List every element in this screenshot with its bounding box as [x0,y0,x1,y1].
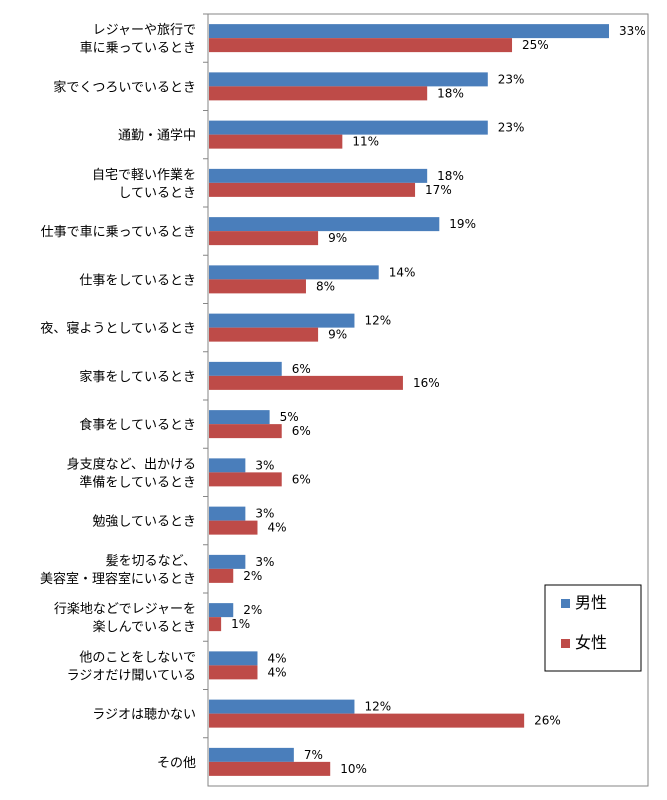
legend-swatch [561,599,570,608]
category-label: 準備をしているとき [79,474,196,490]
bar-male [209,554,246,569]
bar-male [209,24,609,39]
category-label: しているとき [118,186,196,201]
bars-layer [203,13,649,787]
data-label: 4% [267,521,286,535]
bar-female [209,617,222,632]
category-label: ラジオは聴かない [92,708,196,723]
bar-female [209,182,416,197]
data-label: 17% [425,183,452,197]
bar-female [209,279,306,294]
data-label: 16% [413,376,440,390]
bar-female [209,38,513,53]
category-label: 行楽地などでレジャーを [54,601,196,617]
category-label: 勉強しているとき [92,515,196,530]
bar-female [209,472,282,487]
bar-female [209,665,258,680]
category-label: 仕事で車に乗っているとき [41,225,196,240]
bar-male [209,361,282,376]
data-label: 26% [534,714,561,728]
bar-female [209,375,403,390]
bar-male [209,168,428,183]
bar-female [209,713,525,728]
bar-male [209,410,270,425]
data-label: 18% [437,86,464,100]
data-label: 10% [340,762,367,776]
data-label: 12% [364,314,391,328]
category-label: 仕事をしているとき [79,273,196,288]
data-label: 9% [328,231,347,245]
data-label: 33% [619,24,646,38]
category-label: レジャーや旅行で [93,23,196,38]
bar-male [209,265,379,280]
bar-female [209,327,319,342]
data-label: 11% [352,135,379,149]
category-label: 髪を切るなど、 [106,554,196,569]
data-label: 25% [522,38,549,52]
category-label: 食事をしているとき [79,417,196,433]
category-label: その他 [157,756,196,771]
category-label: 自宅で軽い作業を [92,167,196,183]
bar-male [209,120,488,135]
category-label: 車に乗っているとき [80,41,196,56]
bar-female [209,86,428,101]
data-label: 23% [498,121,525,135]
data-label: 6% [292,362,311,376]
bar-male [209,458,246,473]
category-label: 家事をしているとき [79,369,196,385]
category-label: 通勤・通学中 [118,128,196,144]
category-label: ラジオだけ聞いている [67,668,196,683]
bar-female [209,520,258,535]
legend-label: 女性 [575,633,607,652]
data-label: 8% [316,279,335,293]
bar-female [209,424,282,439]
data-label: 6% [292,424,311,438]
category-label: 他のことをしないで [79,650,196,665]
data-label: 4% [267,651,286,665]
category-label: 家でくつろいでいるとき [53,79,196,95]
bar-male [209,747,294,762]
data-label: 3% [255,555,274,569]
data-label: 4% [267,665,286,679]
bar-male [209,603,234,618]
data-label: 9% [328,328,347,342]
data-label: 19% [449,217,476,231]
data-label: 6% [292,472,311,486]
bar-male [209,313,355,328]
bar-female [209,761,331,776]
category-label: 美容室・理容室にいるとき [40,571,196,587]
data-label: 7% [304,748,323,762]
bar-male [209,72,488,87]
bar-female [209,231,319,246]
bar-male [209,506,246,521]
data-label: 5% [280,410,299,424]
data-label: 23% [498,72,525,86]
bar-female [209,134,343,149]
legend-label: 男性 [575,593,607,612]
data-label: 3% [255,507,274,521]
data-label: 12% [364,700,391,714]
bar-male [209,651,258,666]
data-label: 18% [437,169,464,183]
category-label: 身支度など、出かける [67,456,196,472]
legend-swatch [561,639,570,648]
data-label: 1% [231,617,250,631]
bar-female [209,568,234,583]
category-label: 夜、寝ようとしているとき [40,321,196,337]
data-label: 14% [389,265,416,279]
bar-male [209,217,440,232]
data-label: 2% [243,569,262,583]
category-label: 楽しんでいるとき [93,619,196,635]
data-label: 2% [243,603,262,617]
data-label: 3% [255,458,274,472]
bar-male [209,699,355,714]
